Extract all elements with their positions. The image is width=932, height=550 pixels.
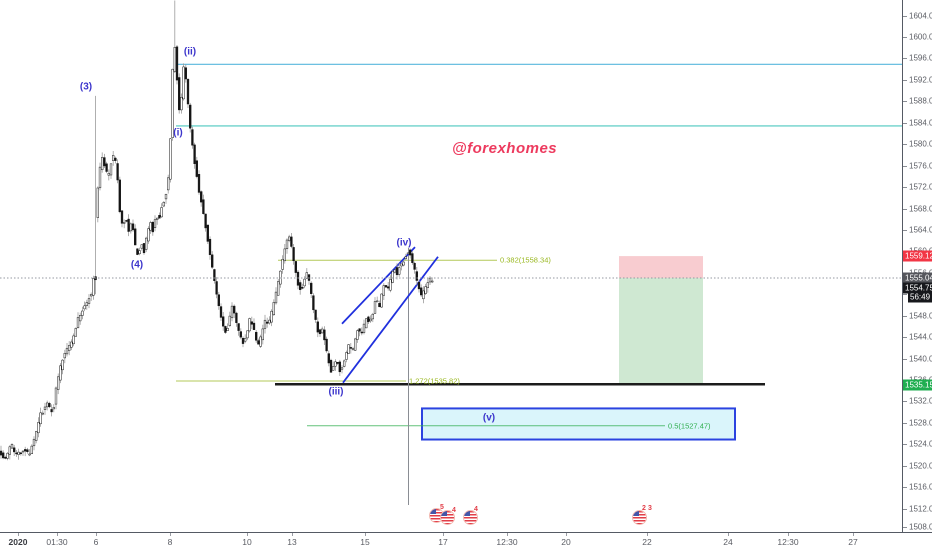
reward-box[interactable] — [619, 277, 703, 385]
tick-dash — [903, 358, 907, 360]
time-axis-label: 10 — [242, 537, 252, 547]
time-axis-label: 2020 — [8, 537, 28, 547]
bar-countdown-tag: 56:49 — [908, 291, 932, 302]
alert-price-tag: 1559.12 — [903, 250, 932, 262]
price-tick-label: 1588.00 — [909, 96, 932, 106]
time-axis-label: 12:30 — [777, 537, 799, 547]
price-axis[interactable]: 1604.00 1600.00 1596.00 1592.00 1588.00 1584.… — [902, 0, 932, 532]
time-axis-tick — [170, 533, 171, 536]
time-axis-tick — [443, 533, 444, 536]
time-axis-tick — [247, 533, 248, 536]
time-axis-label: 22 — [642, 537, 652, 547]
tick-dash — [903, 444, 907, 446]
price-tick-label: 1580.00 — [909, 139, 932, 149]
tick-dash — [903, 527, 907, 528]
risk-box[interactable] — [619, 256, 703, 278]
time-axis-label: 12:30 — [496, 537, 518, 547]
time-axis-label: 20 — [561, 537, 571, 547]
tick-dash — [903, 508, 907, 510]
price-tick-label: 1596.00 — [909, 53, 932, 63]
tick-dash — [903, 122, 907, 124]
tick-dash — [903, 58, 907, 60]
tick-dash — [903, 165, 907, 167]
price-tick-label: 1600.00 — [909, 32, 932, 42]
time-axis-tick — [853, 533, 854, 536]
last-close-tag: 1554.75 — [903, 282, 932, 293]
price-tick-label: 1564.00 — [909, 225, 932, 235]
time-axis-tick — [292, 533, 293, 536]
tick-dash — [903, 465, 907, 467]
watermark: @forexhomes — [452, 140, 558, 157]
time-axis-label: 27 — [848, 537, 858, 547]
candlestick-chart[interactable] — [0, 0, 902, 532]
time-axis-tick — [507, 533, 508, 536]
tick-dash — [903, 208, 907, 210]
time-axis-label: 01:30 — [46, 537, 68, 547]
price-tick-label: 1540.00 — [909, 354, 932, 364]
price-tick-label: 1508.00 — [909, 522, 932, 532]
price-tick-label: 1576.00 — [909, 161, 932, 171]
time-axis-tick — [96, 533, 97, 536]
time-axis-tick — [788, 533, 789, 536]
price-tick-label: 1516.00 — [909, 482, 932, 492]
time-axis-label: 15 — [360, 537, 370, 547]
trend-channel-line[interactable] — [341, 246, 416, 325]
tick-dash — [903, 294, 907, 296]
tick-dash — [903, 15, 907, 17]
time-axis-tick — [566, 533, 567, 536]
price-tick-label: 1604.00 — [909, 11, 932, 21]
price-tick-label: 1544.00 — [909, 332, 932, 342]
tick-dash — [903, 79, 907, 81]
tick-dash — [903, 337, 907, 339]
time-axis-label: 17 — [438, 537, 448, 547]
tick-dash — [903, 315, 907, 317]
price-tick-label: 1592.00 — [909, 75, 932, 85]
price-tick-label: 1532.00 — [909, 396, 932, 406]
price-tick-label: 1512.00 — [909, 504, 932, 514]
time-axis-tick — [647, 533, 648, 536]
tick-dash — [903, 36, 907, 38]
current-price-tag: 1555.04 — [903, 272, 932, 284]
target-box[interactable] — [421, 407, 736, 441]
tick-dash — [903, 487, 907, 489]
price-tick-label: 1548.00 — [909, 311, 932, 321]
tick-dash — [903, 187, 907, 189]
candles-layer[interactable] — [0, 0, 434, 461]
tick-dash — [903, 144, 907, 146]
time-axis[interactable]: 2020 01:30 6 8 10 13 15 17 12:30 20 22 24 12:30 27 — [0, 532, 932, 550]
price-tick-label: 1528.00 — [909, 418, 932, 428]
time-axis-tick — [365, 533, 366, 536]
tick-dash — [903, 101, 907, 103]
time-axis-label: 8 — [167, 537, 173, 547]
time-axis-label: 13 — [287, 537, 297, 547]
trend-channel-line[interactable] — [342, 256, 439, 384]
tick-dash — [903, 229, 907, 231]
time-axis-tick — [18, 533, 19, 536]
time-axis-tick — [57, 533, 58, 536]
tick-dash — [903, 401, 907, 403]
time-axis-label: 6 — [93, 537, 99, 547]
tick-dash — [903, 422, 907, 424]
price-tick-label: 1524.00 — [909, 439, 932, 449]
order-price-tag: 1535.15 — [903, 379, 932, 391]
price-tick-label: 1572.00 — [909, 182, 932, 192]
chart-pane[interactable]: 0.382(1558.34) 1.272(1535.82) 0.5(1527.47)… — [0, 0, 902, 532]
time-axis-tick — [728, 533, 729, 536]
price-tick-label: 1520.00 — [909, 461, 932, 471]
time-axis-label: 24 — [723, 537, 733, 547]
price-tick-label: 1568.00 — [909, 204, 932, 213]
price-tick-label: 1584.00 — [909, 118, 932, 128]
